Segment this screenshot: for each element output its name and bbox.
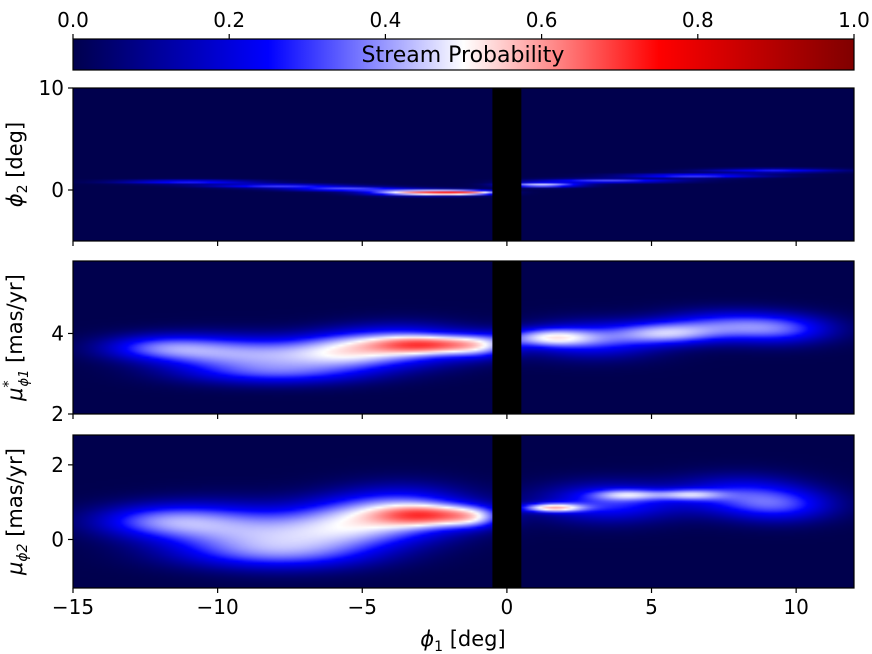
colorbar-tick-label: 0.8 bbox=[682, 8, 714, 32]
panel-pmdec: 0 2 μϕ2 [mas/yr] bbox=[3, 434, 855, 593]
x-axis-label-symbol: ϕ bbox=[420, 627, 434, 651]
y-axis-label-phi2: ϕ2 [deg] bbox=[3, 122, 31, 207]
x-axis-label-unit: [deg] bbox=[443, 627, 506, 651]
y-axis-label-subscript: 2 bbox=[15, 184, 31, 193]
y-tick-label: 10 bbox=[39, 76, 64, 100]
colorbar-gradient bbox=[72, 38, 855, 71]
colorbar-tick-label: 0.2 bbox=[213, 8, 245, 32]
y-tick-label: 0 bbox=[51, 527, 64, 551]
heatmap-phi2 bbox=[73, 88, 854, 241]
heatmap-pmra bbox=[73, 261, 854, 414]
x-tick-label: −5 bbox=[348, 595, 377, 619]
y-axis-label-subscript: ϕ1 bbox=[17, 370, 32, 387]
y-axis-label-symbol: ϕ bbox=[3, 193, 27, 207]
x-tick-label: −15 bbox=[52, 595, 94, 619]
heatmap-pmdec bbox=[73, 435, 854, 588]
y-tick-label: 2 bbox=[51, 453, 64, 477]
x-tick-label: 0 bbox=[501, 595, 514, 619]
y-axis-label-symbol: μ bbox=[3, 387, 27, 401]
colorbar-tick-label: 1.0 bbox=[838, 8, 870, 32]
x-axis-label: ϕ1 [deg] bbox=[420, 627, 505, 654]
colorbar-ticks: 0.0 0.2 0.4 0.6 0.8 1.0 bbox=[57, 8, 870, 39]
y-axis-label-subscript: ϕ2 bbox=[15, 543, 31, 561]
y-axis-label-unit: [mas/yr] bbox=[3, 274, 27, 369]
y-axis-label-unit: [deg] bbox=[3, 122, 27, 185]
masked-region bbox=[492, 88, 522, 241]
panel-frame bbox=[72, 260, 855, 415]
x-axis-label-subscript: 1 bbox=[434, 639, 443, 654]
y-tick-label: 4 bbox=[51, 321, 64, 345]
y-tick-label: 2 bbox=[51, 402, 64, 426]
y-axis-label-unit: [mas/yr] bbox=[3, 448, 27, 543]
masked-region bbox=[492, 435, 522, 588]
colorbar-tick-label: 0.4 bbox=[369, 8, 401, 32]
y-axis-label-pmdec: μϕ2 [mas/yr] bbox=[3, 448, 31, 576]
masked-region bbox=[492, 261, 522, 414]
x-axis: −15 −10 −5 0 5 10 bbox=[52, 595, 809, 619]
x-tick-label: 5 bbox=[645, 595, 658, 619]
colorbar-label: Stream Probability bbox=[362, 43, 565, 68]
y-axis-label-superscript: * bbox=[1, 380, 17, 387]
colorbar-tick-label: 0.0 bbox=[57, 8, 89, 32]
panel-pmra: 2 4 μ*ϕ1 [mas/yr] bbox=[1, 260, 855, 426]
y-axis-label-symbol: μ bbox=[3, 562, 27, 576]
x-tick-label: −10 bbox=[197, 595, 239, 619]
colorbar: Stream Probability 0.0 0.2 0.4 0.6 0.8 1.0 bbox=[57, 8, 870, 71]
x-tick-label: 10 bbox=[783, 595, 808, 619]
panel-frame bbox=[72, 87, 855, 242]
y-tick-label: 0 bbox=[51, 178, 64, 202]
panel-phi2: 0 10 ϕ2 [deg] bbox=[3, 76, 855, 246]
colorbar-tick-label: 0.6 bbox=[526, 8, 558, 32]
panel-frame bbox=[72, 434, 855, 589]
y-axis-label-pmra: μ*ϕ1 [mas/yr] bbox=[1, 274, 32, 402]
